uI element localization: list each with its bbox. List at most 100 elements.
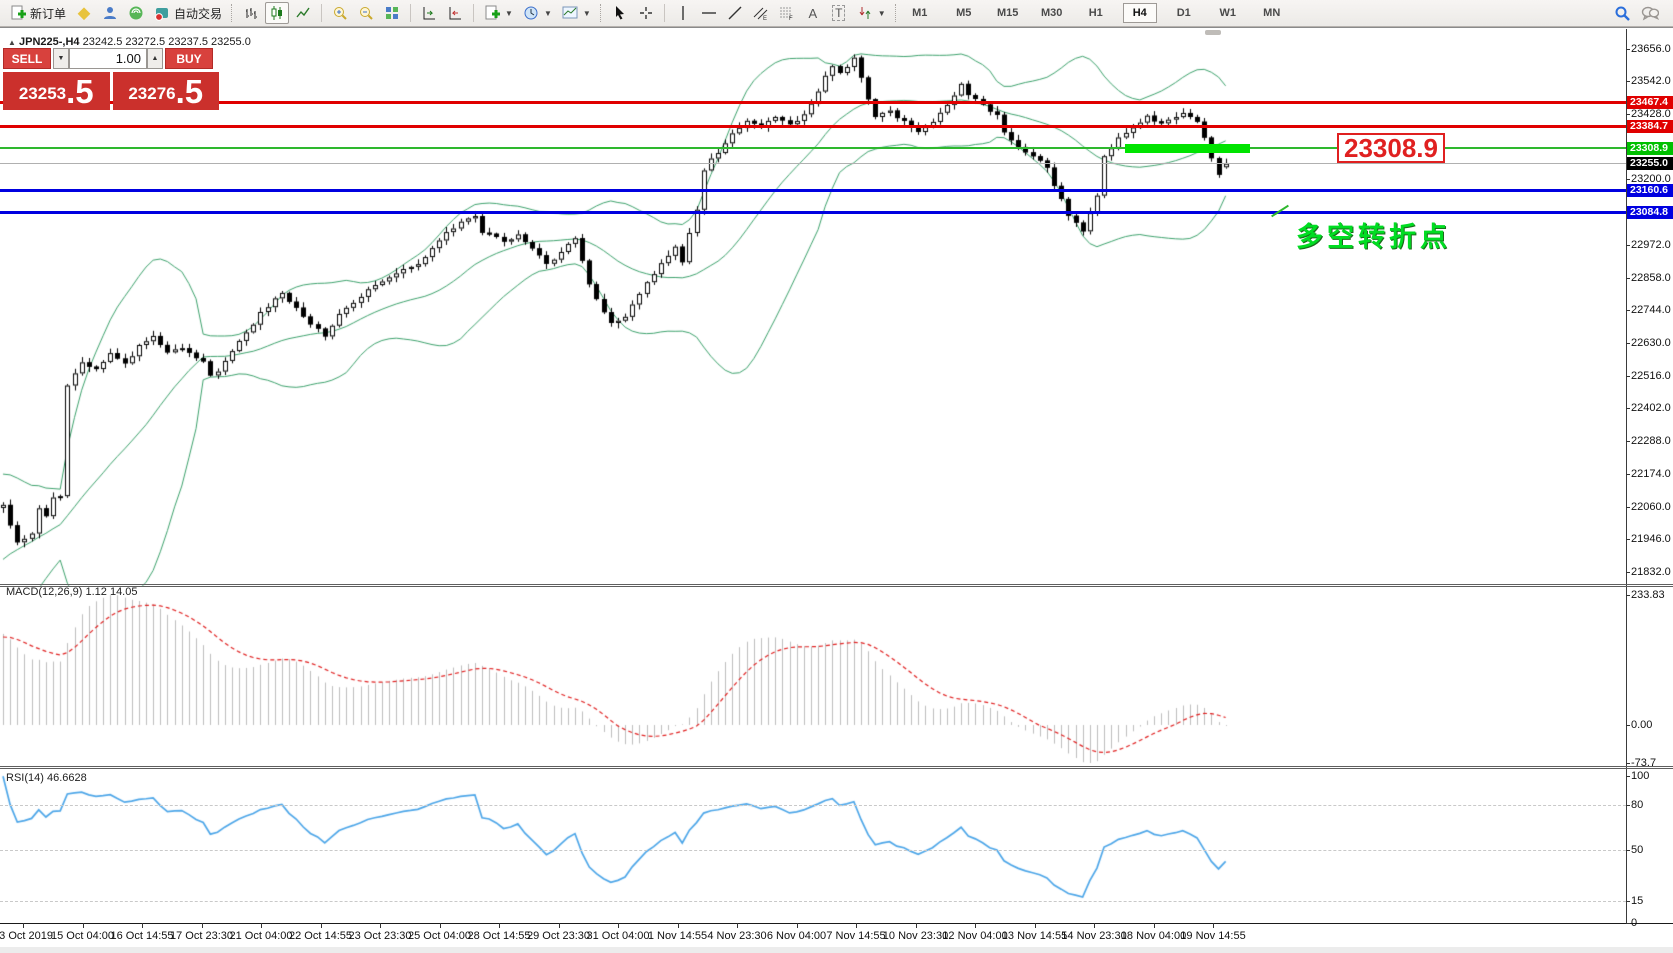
indicators-button[interactable]: ▼ [480,2,517,24]
bar-chart-icon [246,8,258,19]
pane-separator[interactable] [0,768,1673,769]
sell-price-box[interactable]: 23253 .5 [3,72,110,110]
sell-button[interactable]: SELL [3,48,51,69]
line-chart-button[interactable] [291,2,315,24]
timeframe-button-m1[interactable]: M1 [912,7,928,19]
timeframe-button-m15[interactable]: M15 [997,7,1019,19]
cursor-button[interactable] [608,2,632,24]
timeframe-button-m30[interactable]: M30 [1041,7,1063,19]
pane-separator[interactable] [0,586,1673,587]
dropdown-caret-icon: ▼ [543,8,552,18]
price-line-tag: 23384.7 [1627,119,1673,133]
horizontal-line-23384.7[interactable] [0,124,1626,128]
time-axis-label: 12 Nov 04:00 [942,930,1008,942]
time-tick-mark [261,923,262,928]
collapse-panel-icon[interactable]: ▲ [8,38,16,47]
zoom-out-button[interactable] [354,2,378,24]
symbol-title: JPN225-,H4 [18,36,80,48]
text-tool-icon: A [808,5,818,21]
highlight-bar[interactable] [1125,143,1250,153]
time-axis-label: 21 Oct 04:00 [229,930,293,942]
volume-field[interactable]: 1.00 [69,48,147,69]
auto-scroll-button[interactable] [417,2,441,24]
periods-button[interactable]: ▼ [519,2,556,24]
svg-text:F: F [789,16,793,21]
pane-separator[interactable] [0,584,1673,585]
community-button[interactable] [98,2,122,24]
time-axis-label: 16 Oct 14:55 [110,930,174,942]
price-tick-label: 22744.0 [1631,304,1671,317]
price-tick-label: 21946.0 [1631,533,1671,546]
equidistant-channel-button[interactable]: E [749,2,773,24]
horizontal-line-23467.4[interactable] [0,101,1626,105]
text-button[interactable]: A [801,2,825,24]
price-tick-label: 22174.0 [1631,467,1671,480]
autotrading-icon [155,8,169,21]
candlestick-chart-button[interactable] [265,2,290,24]
horizontal-line-23308.9[interactable] [0,147,1626,150]
buy-button[interactable]: BUY [165,48,213,69]
price-tick-mark [1626,473,1630,475]
price-line-tag: 23308.9 [1627,141,1673,155]
chart-scrollbar-thumb[interactable] [1205,30,1221,35]
price-tick-label: 22516.0 [1631,369,1671,382]
autotrading-button[interactable]: 自动交易 [150,2,226,24]
rsi-tick-mark [1626,776,1630,777]
note-annotation[interactable]: 多空转折点 [1296,222,1451,252]
horizontal-line-23160.6[interactable] [0,189,1626,193]
timeframe-button-h1[interactable]: H1 [1088,7,1103,19]
bar-chart-button[interactable] [239,2,263,24]
arrows-button[interactable]: ▼ [853,2,890,24]
zoom-in-icon [334,7,347,20]
price-tick-mark [1626,375,1630,377]
timeframe-button-mn[interactable]: MN [1263,7,1281,19]
tile-windows-button[interactable] [380,2,404,24]
price-tick-label: 21832.0 [1631,565,1671,578]
price-tick-label: 22630.0 [1631,336,1671,349]
time-tick-mark [201,923,203,928]
rsi-axis-label: 80 [1631,799,1644,812]
horizontal-line-button[interactable] [697,2,721,24]
zoom-in-button[interactable] [328,2,352,24]
buy-price-box[interactable]: 23276 .5 [112,72,219,110]
text-label-button[interactable]: T [827,2,851,24]
time-axis-label: 18 Nov 04:00 [1120,930,1187,942]
rsi-axis-label: 100 [1631,770,1650,782]
horizontal-line-23084.8[interactable] [0,211,1626,214]
signals-button[interactable] [124,2,148,24]
timeframe-button-d1[interactable]: D1 [1176,7,1191,19]
timeframe-button-h4[interactable]: H4 [1122,3,1157,23]
chart-shift-button[interactable] [443,2,467,24]
price-line-tag: 23084.8 [1627,206,1673,219]
time-tick-mark [796,923,798,928]
timeframe-button-w1[interactable]: W1 [1219,7,1236,19]
rsi-axis-label: 50 [1631,843,1644,856]
pane-separator[interactable] [0,766,1673,767]
text-label-tool-icon: T [832,5,846,21]
timeframe-group: M1 M5 M15 M30 H1 H4 D1 W1 MN [903,3,1299,23]
templates-button[interactable]: ▼ [558,2,595,24]
time-tick-mark [1094,923,1095,928]
volume-increase-button[interactable]: ▲ [147,48,163,69]
time-axis-label: 1 Nov 14:55 [647,930,708,942]
search-button[interactable] [1610,2,1635,24]
rsi-level-line [0,849,1626,851]
fibonacci-button[interactable]: F [775,2,799,24]
metaeditor-button[interactable] [72,2,96,24]
vertical-line-button[interactable] [671,2,695,24]
auto-scroll-icon [423,7,436,20]
price-annotation-label[interactable]: 23308.9 [1337,133,1445,164]
timeframe-button-m5[interactable]: M5 [956,7,972,19]
crosshair-button[interactable] [634,2,658,24]
trendline-button[interactable] [723,2,747,24]
new-order-button[interactable]: 新订单 [6,2,70,24]
crosshair-icon [639,7,652,19]
volume-decrease-button[interactable]: ▼ [53,48,69,69]
templates-icon [562,6,578,19]
horizontal-line-23255.0[interactable] [0,163,1626,165]
time-tick-mark [1034,923,1036,928]
chat-button[interactable] [1637,2,1663,24]
time-axis-label: 4 Nov 23:30 [707,930,767,942]
price-tick-mark [1626,114,1630,116]
